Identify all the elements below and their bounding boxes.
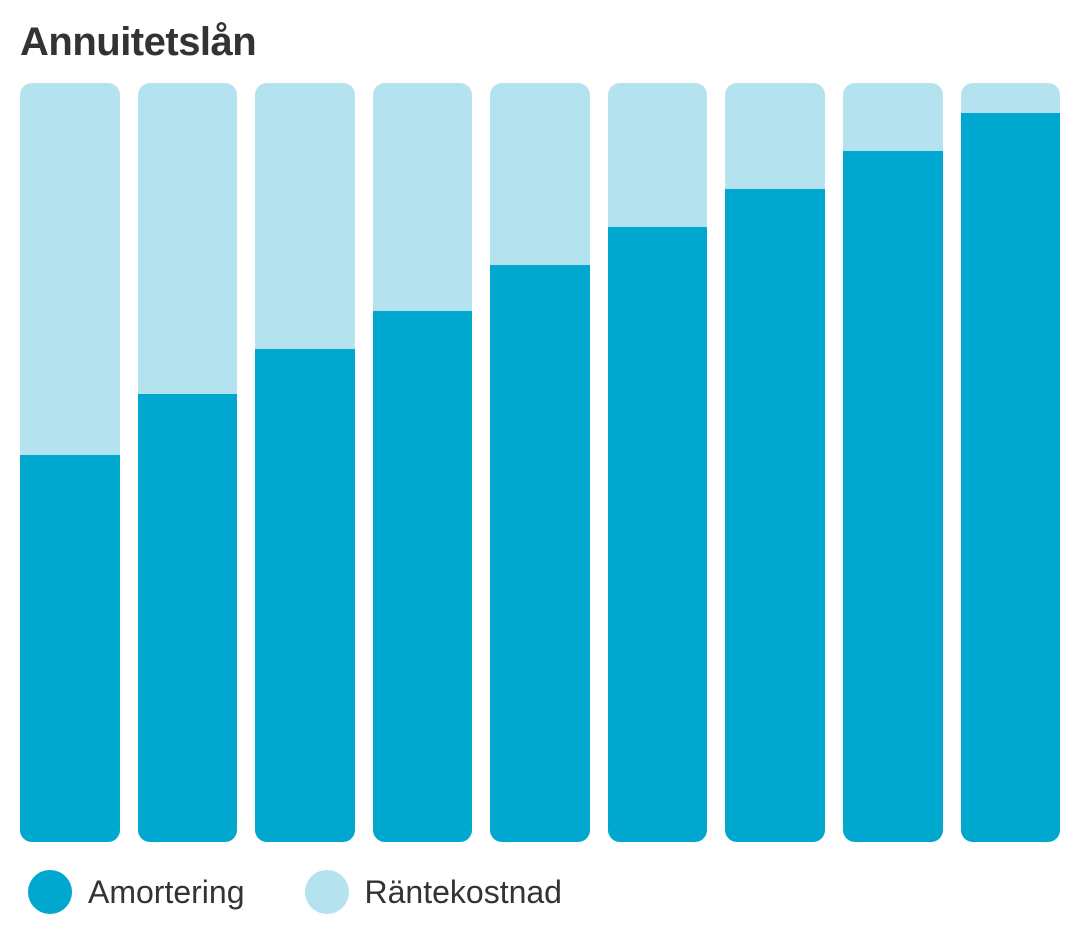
bar-1 xyxy=(20,83,120,842)
bar-3-amortering xyxy=(255,349,355,842)
stacked-bar-chart xyxy=(20,83,1060,842)
bar-7-amortering xyxy=(725,189,825,842)
bar-8-rantekostnad xyxy=(843,83,943,151)
bar-1-rantekostnad xyxy=(20,83,120,455)
legend-label-0: Amortering xyxy=(88,874,245,911)
bar-5 xyxy=(490,83,590,842)
chart-container: Annuitetslån Amortering Räntekostnad xyxy=(0,0,1080,942)
legend: Amortering Räntekostnad xyxy=(20,842,1060,942)
bar-2-amortering xyxy=(138,394,238,842)
legend-item-1: Räntekostnad xyxy=(305,870,562,914)
bar-4-rantekostnad xyxy=(373,83,473,311)
bar-3-rantekostnad xyxy=(255,83,355,349)
legend-label-1: Räntekostnad xyxy=(365,874,562,911)
bar-7-rantekostnad xyxy=(725,83,825,189)
legend-swatch-1 xyxy=(305,870,349,914)
bar-4 xyxy=(373,83,473,842)
bar-2 xyxy=(138,83,238,842)
legend-item-0: Amortering xyxy=(28,870,245,914)
bar-5-amortering xyxy=(490,265,590,842)
bar-6-rantekostnad xyxy=(608,83,708,227)
bar-9-rantekostnad xyxy=(961,83,1061,113)
bar-4-amortering xyxy=(373,311,473,842)
bar-6 xyxy=(608,83,708,842)
bar-3 xyxy=(255,83,355,842)
bar-7 xyxy=(725,83,825,842)
bar-2-rantekostnad xyxy=(138,83,238,394)
bar-1-amortering xyxy=(20,455,120,842)
bar-8-amortering xyxy=(843,151,943,842)
bar-9-amortering xyxy=(961,113,1061,842)
bar-9 xyxy=(961,83,1061,842)
bar-6-amortering xyxy=(608,227,708,842)
chart-title: Annuitetslån xyxy=(20,20,1060,65)
legend-swatch-0 xyxy=(28,870,72,914)
bar-8 xyxy=(843,83,943,842)
bar-5-rantekostnad xyxy=(490,83,590,265)
